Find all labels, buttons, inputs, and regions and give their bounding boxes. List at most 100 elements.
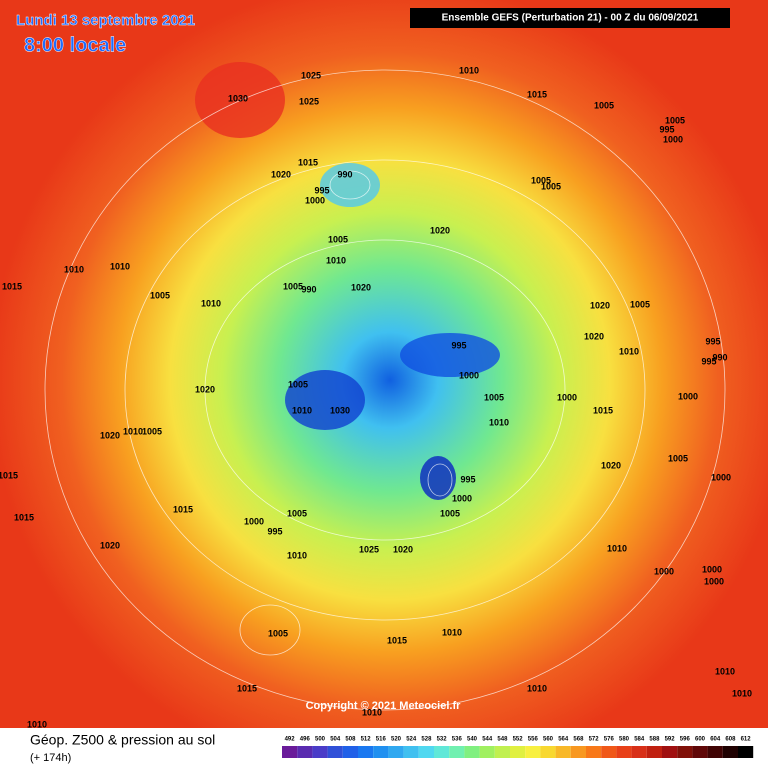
pressure-label: 1010: [732, 688, 752, 698]
scale-label: 544: [482, 737, 493, 743]
scale-cell: [738, 746, 754, 758]
pressure-label: 1020: [351, 282, 371, 292]
pressure-label: 1020: [590, 300, 610, 310]
scale-label: 516: [376, 737, 387, 743]
scale-label: 532: [437, 737, 448, 743]
scale-cell: [510, 746, 526, 758]
pressure-label: 995: [267, 526, 282, 536]
pressure-label: 1005: [541, 181, 561, 191]
pressure-label: 1000: [678, 391, 698, 401]
pressure-label: 1020: [100, 430, 120, 440]
pressure-label: 990: [712, 352, 727, 362]
pressure-label: 995: [451, 340, 466, 350]
header-box: [410, 8, 730, 28]
scale-label: 512: [361, 737, 372, 743]
scale-cell: [358, 746, 374, 758]
pressure-label: 1010: [123, 426, 143, 436]
scale-cell: [297, 746, 313, 758]
pressure-label: 1010: [287, 550, 307, 560]
pressure-label: 1020: [430, 225, 450, 235]
pressure-label: 1020: [584, 331, 604, 341]
pressure-label: 1000: [244, 516, 264, 526]
pressure-label: 1020: [271, 169, 291, 179]
pressure-label: 1010: [201, 298, 221, 308]
pressure-label: 1005: [283, 281, 303, 291]
scale-cell: [692, 746, 708, 758]
pressure-label: 1000: [663, 134, 683, 144]
scale-cell: [646, 746, 662, 758]
scale-label: 592: [665, 737, 676, 743]
pressure-label: 1005: [630, 299, 650, 309]
pressure-label: 1030: [330, 405, 350, 415]
scale-label: 600: [695, 737, 706, 743]
pressure-label: 1010: [292, 405, 312, 415]
scale-cell: [631, 746, 647, 758]
pressure-label: 1015: [237, 683, 257, 693]
scale-cell: [403, 746, 419, 758]
pressure-label: 995: [705, 336, 720, 346]
scale-label: 568: [573, 737, 584, 743]
pressure-label: 1010: [442, 627, 462, 637]
scale-label: 552: [513, 737, 524, 743]
pressure-label: 990: [301, 284, 316, 294]
pressure-label: 1005: [440, 508, 460, 518]
pressure-label: 1005: [150, 290, 170, 300]
pressure-label: 1000: [452, 493, 472, 503]
footer-title: Géop. Z500 & pression au sol: [30, 732, 215, 748]
pressure-label: 1010: [362, 707, 382, 717]
scale-label: 584: [634, 737, 645, 743]
low-blob: [420, 456, 456, 500]
scale-label: 604: [710, 737, 721, 743]
pressure-label: 1010: [110, 261, 130, 271]
low-blob: [400, 333, 500, 377]
pressure-label: 1005: [142, 426, 162, 436]
copyright: Copyright © 2021 Meteociel.fr: [306, 700, 462, 712]
scale-label: 524: [406, 737, 417, 743]
pressure-label: 1010: [619, 346, 639, 356]
pressure-label: 1015: [173, 504, 193, 514]
model-info: Ensemble GEFS (Perturbation 21) - 00 Z d…: [442, 13, 699, 24]
pressure-label: 1000: [557, 392, 577, 402]
pressure-label: 1010: [607, 543, 627, 553]
pressure-label: 1000: [654, 566, 674, 576]
pressure-label: 1015: [0, 470, 18, 480]
high-blob: [195, 62, 285, 138]
pressure-label: 995: [460, 474, 475, 484]
scale-cell: [388, 746, 404, 758]
scale-label: 496: [300, 737, 311, 743]
footer-lead: (+ 174h): [30, 752, 71, 764]
pressure-label: 1005: [665, 115, 685, 125]
pressure-label: 1010: [715, 666, 735, 676]
low-blob: [320, 163, 380, 207]
scale-label: 508: [345, 737, 356, 743]
scale-cell: [434, 746, 450, 758]
scale-cell: [707, 746, 723, 758]
scale-cell: [662, 746, 678, 758]
scale-cell: [616, 746, 632, 758]
pressure-label: 1015: [2, 281, 22, 291]
scale-cell: [373, 746, 389, 758]
color-scale: 492 496 500 504 508 512 516 520 524 528 532 536 540 5…: [282, 737, 754, 758]
scale-cell: [722, 746, 738, 758]
scale-cell: [418, 746, 434, 758]
pressure-label: 1005: [288, 379, 308, 389]
isobars: [44, 69, 726, 711]
scale-label: 528: [421, 737, 432, 743]
scale-label: 612: [741, 737, 752, 743]
scale-cell: [449, 746, 465, 758]
pressure-label: 1005: [594, 100, 614, 110]
scale-label: 492: [285, 737, 296, 743]
scale-cell: [677, 746, 693, 758]
scale-label: 564: [558, 737, 569, 743]
pressure-label: 1010: [527, 683, 547, 693]
pressure-label: 1000: [702, 564, 722, 574]
pressure-label: 1000: [711, 472, 731, 482]
pressure-label: 1015: [387, 635, 407, 645]
pressure-label: 1010: [459, 65, 479, 75]
scale-cell: [601, 746, 617, 758]
scale-cell: [525, 746, 541, 758]
scale-label: 560: [543, 737, 554, 743]
scale-cell: [312, 746, 328, 758]
